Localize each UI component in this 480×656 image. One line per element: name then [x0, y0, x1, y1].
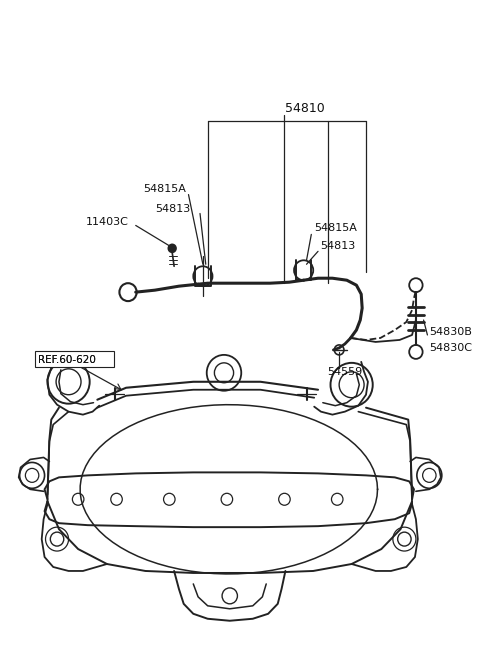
Circle shape: [168, 244, 176, 253]
FancyBboxPatch shape: [35, 351, 114, 367]
Text: 54830C: 54830C: [429, 343, 472, 353]
Text: 54830B: 54830B: [429, 327, 472, 337]
Text: 54815A: 54815A: [144, 184, 186, 194]
Text: 54815A: 54815A: [314, 224, 357, 234]
Text: 54559: 54559: [328, 367, 363, 377]
Text: REF.60-620: REF.60-620: [38, 355, 96, 365]
Text: 54813: 54813: [320, 241, 355, 251]
Text: 54813: 54813: [155, 203, 190, 213]
Text: 54810: 54810: [286, 102, 325, 115]
Text: 11403C: 11403C: [86, 217, 129, 228]
Text: REF.60-620: REF.60-620: [38, 355, 96, 365]
